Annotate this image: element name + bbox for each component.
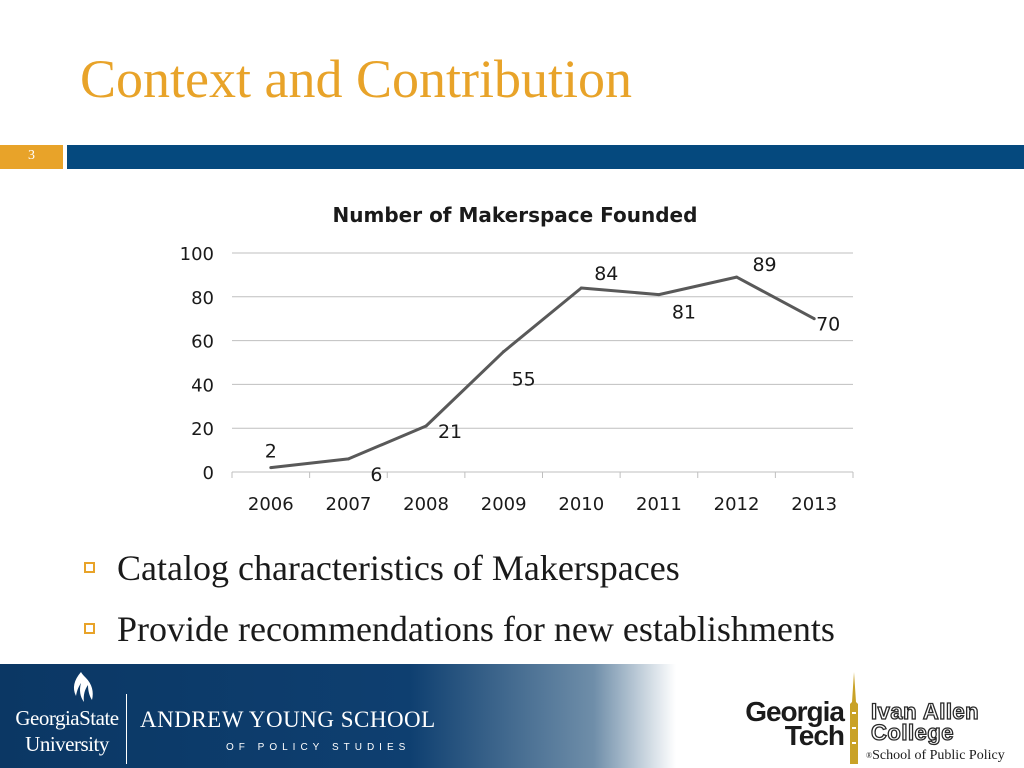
- data-label: 21: [438, 421, 462, 443]
- x-tick-label: 2011: [636, 494, 682, 515]
- ays-title: ANDREW YOUNG SCHOOL: [140, 707, 436, 732]
- ivan-allen-college-wordmark: Ivan Allen College: [870, 699, 980, 745]
- y-tick-label: 60: [191, 332, 214, 353]
- data-point: [812, 317, 816, 321]
- bullet-item: Provide recommendations for new establis…: [80, 606, 835, 667]
- chart-data-labels: 2 6 21 55 84 81 89 70: [265, 254, 841, 486]
- tech-tower-icon: [850, 672, 858, 764]
- slide-number: 3: [28, 148, 35, 163]
- y-tick-label: 80: [191, 288, 214, 309]
- data-label: 6: [370, 464, 382, 486]
- georgia-tech-wordmark: Georgia Tech: [716, 696, 845, 751]
- data-label: 70: [816, 314, 840, 336]
- y-tick-label: 40: [191, 375, 214, 396]
- gsu-name-line: GeorgiaState: [15, 706, 119, 730]
- hollow-square-bullet-icon: [84, 623, 95, 634]
- hollow-square-bullet-icon: [84, 562, 95, 573]
- slide-title: Context and Contribution: [80, 49, 632, 109]
- gsu-ays-logo: GeorgiaState University ANDREW YOUNG SCH…: [0, 664, 435, 768]
- chart-gridlines: [231, 252, 854, 478]
- series-line: [270, 275, 815, 470]
- data-point: [346, 457, 350, 461]
- bullet-item: Catalog characteristics of Makerspaces: [80, 545, 835, 606]
- gt-name-line: Tech: [784, 720, 845, 751]
- gsu-wordmark: GeorgiaState University: [6, 705, 128, 757]
- chart-y-axis: 0 20 40 60 80 100: [180, 244, 214, 484]
- x-tick-label: 2013: [791, 494, 837, 515]
- x-tick-label: 2012: [714, 494, 760, 515]
- x-tick-label: 2008: [403, 494, 449, 515]
- y-tick-label: 0: [203, 463, 214, 484]
- footer-band: GeorgiaState University ANDREW YOUNG SCH…: [0, 664, 1024, 768]
- bullet-text: Provide recommendations for new establis…: [117, 609, 835, 649]
- y-tick-label: 100: [180, 244, 214, 265]
- data-point: [579, 286, 583, 290]
- logo-divider: [126, 694, 127, 764]
- data-point: [657, 293, 661, 297]
- flame-logo-icon: [73, 672, 93, 702]
- x-tick-label: 2007: [326, 494, 372, 515]
- bullet-text: Catalog characteristics of Makerspaces: [117, 548, 680, 588]
- data-label: 89: [752, 254, 776, 276]
- iac-name-line: Ivan Allen: [870, 699, 980, 724]
- data-point: [269, 466, 273, 470]
- data-label: 81: [672, 302, 696, 324]
- title-rule-bar: [67, 145, 1024, 169]
- makerspace-line-chart: Number of Makerspace Founded 0 20 40 60 80 10…: [180, 203, 854, 515]
- gt-name-line: Georgia: [745, 696, 845, 727]
- data-label: 2: [265, 441, 277, 463]
- school-of-public-policy: ®School of Public Policy: [866, 748, 1005, 764]
- x-tick-label: 2010: [558, 494, 604, 515]
- chart-x-axis: 2006 2007 2008 2009 2010 2011 2012 2013: [248, 494, 837, 515]
- spp-text: School of Public Policy: [872, 748, 1005, 763]
- bullet-list: Catalog characteristics of Makerspaces P…: [80, 545, 835, 667]
- iac-name-line: College: [870, 720, 954, 745]
- gsu-name-line: University: [25, 732, 109, 756]
- slide-number-bar: [0, 145, 63, 169]
- x-tick-label: 2006: [248, 494, 294, 515]
- data-point: [502, 350, 506, 354]
- data-point: [735, 275, 739, 279]
- chart-title: Number of Makerspace Founded: [333, 203, 698, 227]
- data-label: 55: [512, 369, 536, 391]
- data-label: 84: [594, 263, 618, 285]
- registered-mark: ®: [866, 751, 873, 760]
- x-tick-label: 2009: [481, 494, 527, 515]
- data-point: [424, 424, 428, 428]
- y-tick-label: 20: [191, 419, 214, 440]
- chart-series: [269, 275, 816, 470]
- ays-subtitle: OF POLICY STUDIES: [226, 742, 411, 753]
